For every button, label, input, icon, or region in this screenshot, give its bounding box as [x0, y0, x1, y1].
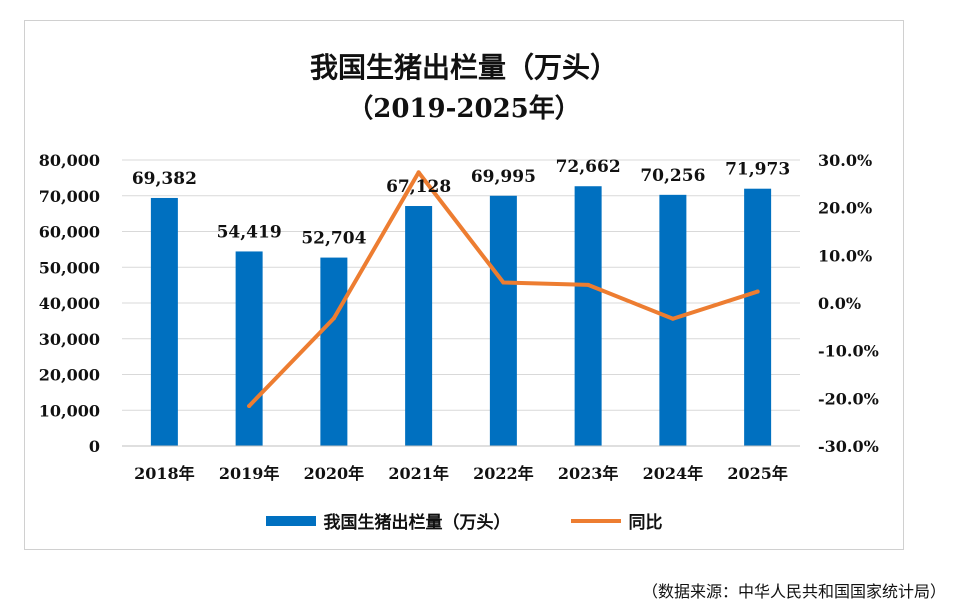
y2-tick-label: 10.0% [818, 246, 872, 265]
x-tick-label: 2020年 [304, 464, 365, 483]
legend: 我国生猪出栏量（万头） 同比 [24, 508, 904, 533]
bar [405, 206, 433, 446]
x-tick-label: 2022年 [473, 464, 534, 483]
bar-value-label: 69,995 [471, 167, 536, 187]
chart-title: 我国生猪出栏量（万头） [309, 51, 618, 84]
y-tick-label: 0 [89, 437, 100, 456]
legend-swatch-line [570, 518, 621, 523]
x-tick-label: 2019年 [219, 464, 280, 483]
bar-value-label: 52,704 [301, 229, 366, 249]
yoy-point [755, 289, 760, 294]
y2-tick-label: -10.0% [818, 342, 879, 361]
x-tick-label: 2018年 [134, 464, 195, 483]
legend-swatch-bars [265, 515, 316, 526]
bar-value-label: 72,662 [556, 157, 621, 177]
yoy-point [501, 280, 506, 285]
bar [574, 186, 602, 447]
y2-tick-label: 30.0% [818, 151, 872, 170]
yoy-point [247, 403, 252, 408]
bar-value-label: 54,419 [217, 222, 282, 242]
bar-value-label: 69,382 [132, 169, 197, 189]
y-tick-label: 50,000 [39, 258, 100, 277]
bar [150, 197, 178, 446]
bar [320, 257, 348, 446]
y2-tick-label: -20.0% [818, 389, 879, 408]
yoy-point [416, 170, 421, 175]
y2-tick-label: 0.0% [818, 294, 861, 313]
x-tick-label: 2023年 [558, 464, 619, 483]
y-tick-label: 70,000 [39, 187, 100, 206]
chart-subtitle: （2019-2025年） [347, 94, 581, 124]
x-tick-label: 2024年 [643, 464, 704, 483]
y-tick-label: 10,000 [39, 401, 100, 420]
legend-label-line: 同比 [628, 513, 663, 533]
bar-value-label: 71,973 [725, 160, 790, 180]
x-tick-label: 2021年 [388, 464, 449, 483]
yoy-point [586, 282, 591, 287]
legend-item-bars: 我国生猪出栏量（万头） [265, 508, 511, 533]
line-series [247, 170, 760, 408]
source-note: （数据来源：中华人民共和国国家统计局） [641, 582, 946, 601]
legend-label-bars: 我国生猪出栏量（万头） [323, 513, 511, 533]
y-tick-label: 20,000 [39, 366, 100, 385]
bar [489, 195, 517, 446]
legend-item-line: 同比 [570, 508, 663, 533]
y2-tick-label: -30.0% [818, 437, 879, 456]
y-tick-label: 40,000 [39, 294, 100, 313]
bar-value-label: 70,256 [640, 166, 705, 186]
y-tick-label: 60,000 [39, 223, 100, 242]
yoy-point [670, 316, 675, 321]
y-tick-label: 30,000 [39, 330, 100, 349]
data-labels: 69,382 54,419 52,704 67,128 69,995 72,662 70,2… [132, 157, 790, 248]
bar [235, 251, 263, 446]
bar [744, 188, 772, 446]
y-tick-label: 80,000 [39, 151, 100, 170]
y2-tick-label: 20.0% [818, 199, 872, 218]
gridlines [122, 159, 800, 447]
axes: 0 10,000 20,000 30,000 40,000 50,000 60,000 70,… [39, 151, 879, 483]
x-tick-label: 2025年 [727, 464, 788, 483]
bar-value-label: 67,128 [386, 177, 451, 197]
yoy-point [331, 316, 336, 321]
